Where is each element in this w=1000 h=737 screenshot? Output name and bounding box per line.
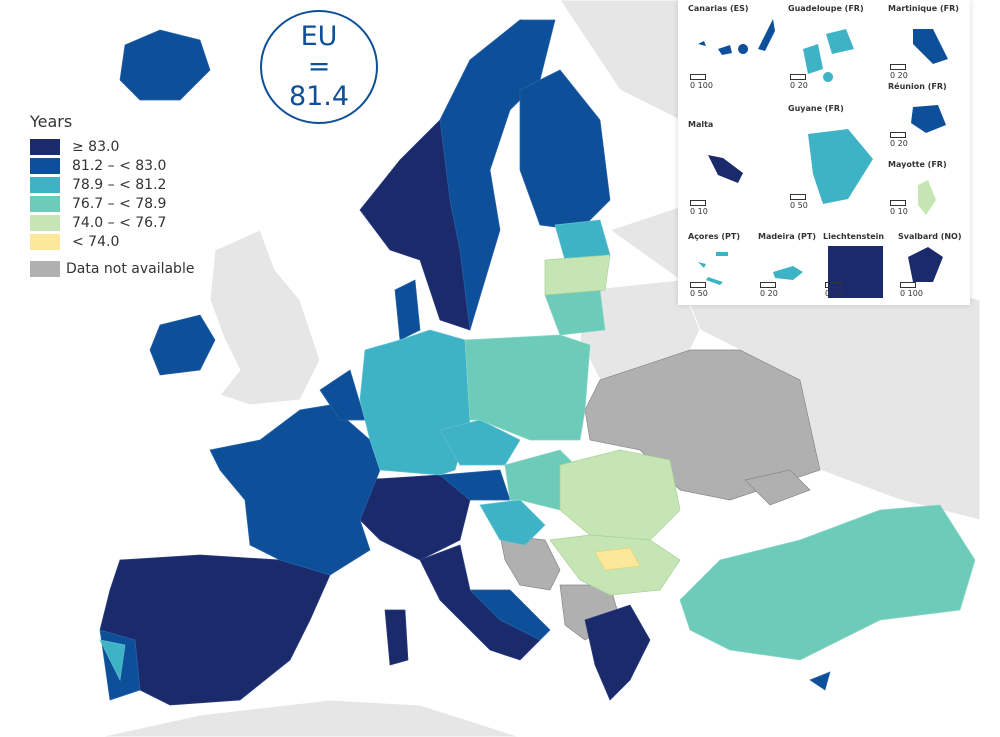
eu-label: EU <box>300 21 338 52</box>
inset-scale-bar: 0 50 <box>790 194 808 210</box>
inset-shape <box>698 252 728 285</box>
legend-label: 74.0 – < 76.7 <box>72 214 167 231</box>
legend-item: 74.0 – < 76.7 <box>30 213 194 232</box>
inset-map: Madeira (PT) 0 20 <box>758 232 823 302</box>
region-lithuania <box>544 289 606 336</box>
inset-map: Martinique (FR) 0 20 <box>888 4 968 84</box>
region-north-africa <box>99 699 521 737</box>
legend-swatch <box>30 138 60 155</box>
region-uk <box>209 229 321 406</box>
inset-label: Guadeloupe (FR) <box>788 4 864 13</box>
legend-label: 78.9 – < 81.2 <box>72 176 167 193</box>
inset-map: Canarias (ES) 0 100 <box>688 4 778 94</box>
legend-swatch <box>30 214 60 231</box>
inset-shape <box>908 247 943 282</box>
inset-label: Canarias (ES) <box>688 4 749 13</box>
region-croatia-slovenia <box>479 499 546 546</box>
region-poland <box>464 334 591 441</box>
region-estonia <box>554 219 611 261</box>
inset-scale-bar: 0 10 <box>690 200 708 216</box>
region-ukraine <box>584 349 821 501</box>
region-bulgaria-northwest <box>594 547 641 571</box>
legend-swatch <box>30 195 60 212</box>
inset-label: Réunion (FR) <box>888 82 947 91</box>
region-iceland <box>119 29 211 101</box>
inset-shape <box>708 155 743 183</box>
inset-shape <box>911 105 946 133</box>
legend-swatch <box>30 176 60 193</box>
region-turkey <box>679 504 976 661</box>
inset-scale-bar: 0 10 <box>890 200 908 216</box>
legend-label: ≥ 83.0 <box>72 138 120 155</box>
inset-map: Guadeloupe (FR) 0 20 <box>788 4 878 94</box>
legend-item: < 74.0 <box>30 232 194 251</box>
legend-swatch <box>30 157 60 174</box>
legend-item-not-available: Data not available <box>30 259 194 278</box>
map-legend: Years ≥ 83.0 81.2 – < 83.0 78.9 – < 81.2… <box>30 112 194 278</box>
inset-map: Mayotte (FR) 0 10 <box>888 160 968 220</box>
legend-label: 81.2 – < 83.0 <box>72 157 167 174</box>
legend-item: 76.7 – < 78.9 <box>30 194 194 213</box>
eu-equals: = <box>307 51 331 82</box>
inset-shape <box>803 29 854 82</box>
inset-scale-bar: 0 100 <box>900 282 923 298</box>
legend-label: Data not available <box>66 260 195 277</box>
region-sweden <box>439 19 556 331</box>
region-denmark <box>394 279 421 341</box>
inset-label: Svalbard (NO) <box>898 232 962 241</box>
inset-map: Svalbard (NO) 0 100 <box>898 232 968 302</box>
legend-swatch <box>30 260 60 277</box>
region-greece <box>584 604 651 701</box>
inset-label: Guyane (FR) <box>788 104 844 113</box>
legend-label: < 74.0 <box>72 233 120 250</box>
inset-scale-bar: 0 20 <box>890 132 908 148</box>
inset-shape <box>808 129 873 204</box>
region-balkans <box>499 534 561 591</box>
inset-scale-bar: 0 50 <box>690 282 708 298</box>
region-finland <box>519 69 611 231</box>
inset-scale-bar: 0 20 <box>760 282 778 298</box>
region-romania <box>559 449 681 541</box>
region-portugal-south <box>99 639 126 682</box>
eu-value: 81.4 <box>288 81 350 112</box>
inset-scale-bar: 0 10 <box>825 282 843 298</box>
legend-swatch <box>30 233 60 250</box>
inset-map: Guyane (FR) 0 50 <box>788 104 883 214</box>
inset-shape <box>913 29 948 64</box>
eu-average-badge: EU = 81.4 <box>260 10 378 124</box>
inset-scale-bar: 0 100 <box>690 74 713 90</box>
legend-title: Years <box>30 112 73 131</box>
inset-label: Mayotte (FR) <box>888 160 947 169</box>
inset-shape <box>773 266 803 280</box>
inset-map: Malta 0 10 <box>688 120 778 220</box>
inset-maps-panel: Canarias (ES) 0 100 Guadeloupe (FR) 0 20… <box>678 0 970 305</box>
legend-label: 76.7 – < 78.9 <box>72 195 167 212</box>
legend-item: ≥ 83.0 <box>30 137 194 156</box>
inset-label: Martinique (FR) <box>888 4 959 13</box>
legend-item: 78.9 – < 81.2 <box>30 175 194 194</box>
region-sardinia <box>384 609 409 666</box>
inset-label: Malta <box>688 120 714 129</box>
region-germany <box>359 329 471 476</box>
inset-scale-bar: 0 20 <box>790 74 808 90</box>
region-cyprus <box>809 671 831 691</box>
region-czechia <box>439 419 521 466</box>
inset-label: Madeira (PT) <box>758 232 817 241</box>
region-crimea <box>744 469 811 506</box>
inset-map: Liechtenstein 0 10 <box>823 232 888 302</box>
inset-shape <box>918 180 936 215</box>
inset-scale-bar: 0 20 <box>890 64 908 80</box>
inset-map: Açores (PT) 0 50 <box>688 232 758 302</box>
region-france <box>209 404 381 576</box>
region-italy-south <box>469 589 551 641</box>
legend-item: 81.2 – < 83.0 <box>30 156 194 175</box>
inset-label: Liechtenstein <box>823 232 885 241</box>
region-italy <box>419 544 541 661</box>
inset-label: Açores (PT) <box>688 232 740 241</box>
region-ireland <box>149 314 216 376</box>
inset-map: Réunion (FR) 0 20 <box>888 82 968 152</box>
region-latvia <box>544 254 611 296</box>
